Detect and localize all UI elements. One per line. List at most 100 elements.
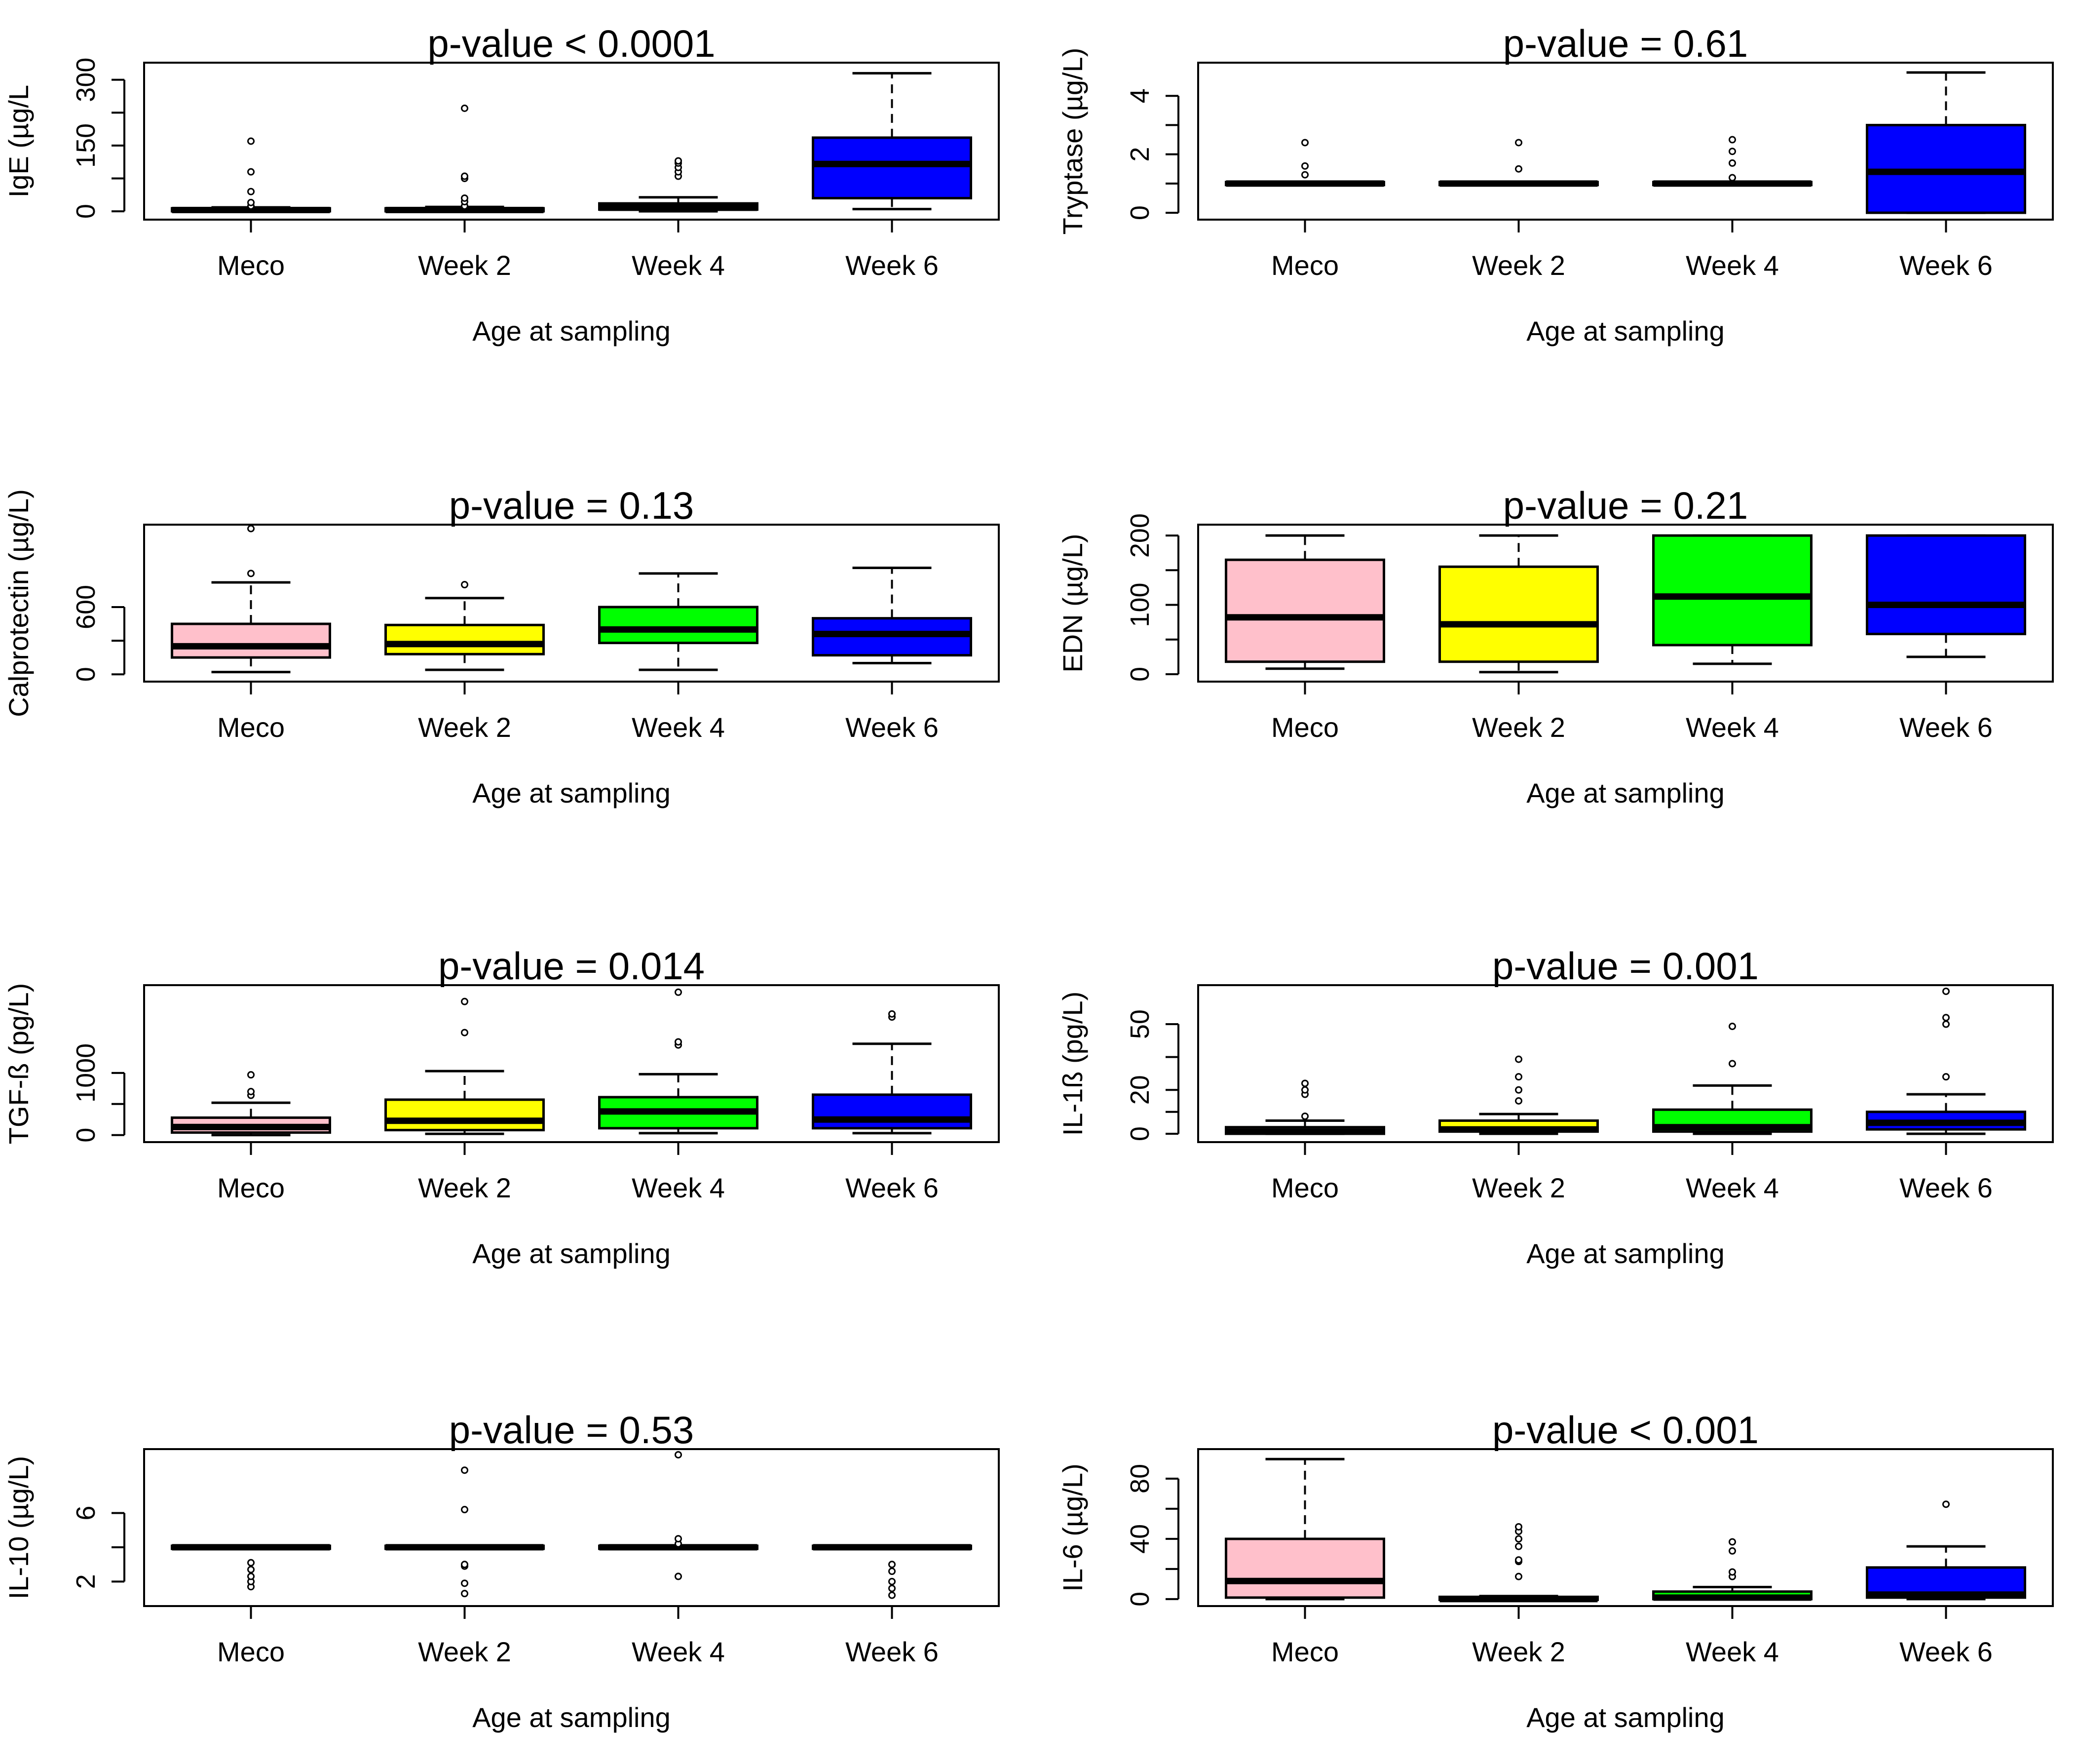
y-axis-label: IL-10 (µg/L): [3, 1456, 34, 1600]
outlier-point: [1942, 1073, 1950, 1081]
plot-frame: [1197, 524, 2054, 683]
y-tick-label: 600: [71, 585, 101, 629]
box-week-2: [384, 997, 545, 1135]
outlier-point: [888, 1561, 896, 1569]
outlier-point: [1515, 1086, 1522, 1094]
outlier-point: [1515, 1572, 1522, 1580]
panel-edn: p-value = 0.21 Meco Week 2 Week 4 Week 6 0 100…: [1057, 484, 2054, 808]
outlier-point: [461, 1561, 468, 1569]
y-axis-label: IL-6 (µg/L): [1057, 1463, 1088, 1591]
outlier-point: [1729, 174, 1736, 182]
x-axis-label: Age at sampling: [1526, 315, 1725, 346]
outlier-point: [1515, 1073, 1522, 1081]
x-tick-label: Week 2: [1472, 712, 1565, 743]
outlier-point: [675, 1535, 682, 1543]
x-tick-label: Week 2: [418, 1172, 511, 1203]
x-axis-label: Age at sampling: [472, 1702, 671, 1733]
y-tick-label: 2: [71, 1574, 101, 1589]
x-tick-label: Week 2: [1472, 250, 1565, 281]
plot-frame: [143, 1448, 1000, 1607]
x-tick-label: Week 2: [418, 250, 511, 281]
box-week-2: [384, 581, 545, 671]
box-week-6: [1866, 71, 2026, 214]
box-week-6: [1866, 1500, 2026, 1601]
panel-calprotectin: p-value = 0.13 Meco Week 2 Week 4 Week 6 0 600…: [3, 484, 1000, 808]
outlier-point: [1729, 148, 1736, 155]
box-week-6: [812, 1010, 972, 1135]
outlier-point: [1515, 1535, 1522, 1543]
outlier-point: [675, 1038, 682, 1046]
chart-title: p-value = 0.61: [1503, 22, 1748, 65]
outlier-point: [461, 1579, 468, 1587]
outlier-point: [675, 157, 682, 165]
outlier-point: [461, 581, 468, 589]
iqr-box: [1438, 565, 1599, 663]
outlier-point: [1515, 1523, 1522, 1531]
x-tick-label: Meco: [1271, 712, 1339, 743]
y-tick-label: 0: [1125, 1126, 1155, 1141]
outlier-point: [247, 1071, 255, 1079]
box-week-6: [812, 566, 972, 664]
chart-title: p-value = 0.53: [449, 1408, 694, 1452]
box-week-4: [1652, 136, 1813, 187]
iqr-box: [598, 606, 758, 645]
y-axis-label: IgE (µg/L: [3, 85, 34, 197]
outlier-point: [1515, 1556, 1522, 1564]
chart-title: p-value = 0.001: [1492, 944, 1759, 988]
box-week-2: [384, 104, 545, 213]
box-meco: [1225, 1457, 1385, 1601]
outlier-point: [247, 1572, 255, 1580]
outlier-point: [461, 104, 468, 112]
y-axis-label: TGF-ß (pg/L): [3, 983, 34, 1145]
iqr-box: [384, 623, 545, 655]
x-tick-label: Week 4: [1686, 712, 1779, 743]
panel-ige: p-value < 0.0001 Meco Week 2 Week 4 Week 6 0 1…: [3, 22, 1000, 346]
outlier-point: [1942, 987, 1950, 995]
y-tick-label: 2: [1125, 147, 1155, 162]
panel-tryptase: p-value = 0.61 Meco Week 2 Week 4 Week 6 0 2 4 T…: [1057, 22, 2054, 346]
x-tick-label: Meco: [1271, 1636, 1339, 1667]
x-axis-label: Age at sampling: [1526, 1238, 1725, 1269]
outlier-point: [247, 188, 255, 195]
plot-frame: [1197, 1448, 2054, 1607]
outlier-point: [461, 1506, 468, 1514]
box-week-4: [598, 988, 758, 1135]
outlier-point: [461, 172, 468, 180]
outlier-point: [1301, 171, 1309, 179]
y-axis-label: Tryptase (µg/L): [1057, 48, 1088, 235]
x-tick-label: Week 6: [1899, 1172, 1993, 1203]
outlier-point: [888, 1577, 896, 1585]
outlier-point: [461, 997, 468, 1005]
x-tick-label: Week 4: [1686, 250, 1779, 281]
x-tick-label: Week 2: [1472, 1636, 1565, 1667]
box-week-6: [1866, 534, 2026, 658]
x-tick-label: Meco: [217, 250, 285, 281]
iqr-box: [1652, 534, 1813, 647]
outlier-point: [247, 198, 255, 206]
x-tick-label: Meco: [1271, 1172, 1339, 1203]
box-week-4: [1652, 534, 1813, 665]
box-week-6: [812, 72, 972, 211]
y-tick-label: 80: [1125, 1464, 1155, 1494]
plot-frame: [1197, 984, 2054, 1143]
y-tick-label: 40: [1125, 1524, 1155, 1554]
outlier-point: [461, 1029, 468, 1036]
outlier-point: [888, 1010, 896, 1018]
box-week-2: [1438, 1523, 1599, 1603]
outlier-point: [1515, 165, 1522, 173]
x-tick-label: Week 4: [632, 1172, 725, 1203]
outlier-point: [247, 1088, 255, 1096]
box-meco: [171, 525, 331, 674]
chart-title: p-value = 0.014: [438, 944, 705, 988]
y-tick-label: 0: [1125, 205, 1155, 220]
box-meco: [171, 1544, 331, 1591]
box-week-2: [1438, 1055, 1599, 1135]
x-tick-label: Week 4: [632, 712, 725, 743]
box-week-6: [812, 1544, 972, 1599]
y-axis-label: Calprotectin (µg/L): [3, 489, 34, 717]
outlier-point: [1301, 139, 1309, 147]
box-week-2: [384, 1466, 545, 1598]
y-tick-label: 20: [1125, 1075, 1155, 1105]
outlier-point: [461, 1466, 468, 1474]
